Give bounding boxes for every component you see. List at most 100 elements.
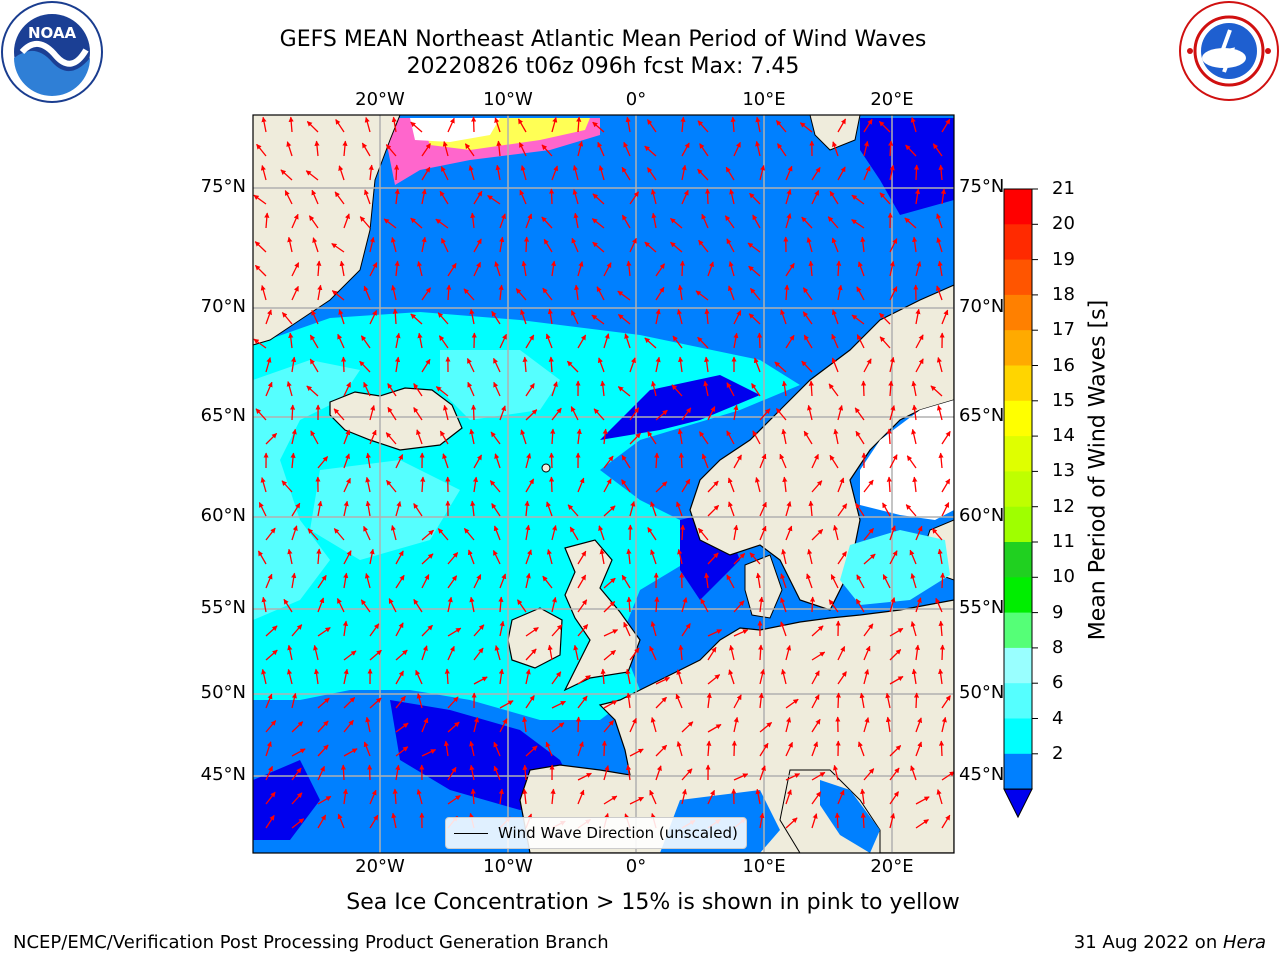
wind-wave-arrow <box>733 773 749 781</box>
wind-wave-arrow <box>603 455 614 469</box>
wind-wave-arrow <box>863 165 871 181</box>
wind-wave-arrow <box>520 429 527 445</box>
wind-wave-arrow <box>470 788 476 805</box>
wind-wave-arrow <box>265 791 276 805</box>
colorbar-segment <box>1004 330 1032 366</box>
wind-wave-arrow <box>598 525 605 541</box>
wind-wave-arrow <box>385 144 397 157</box>
wind-wave-arrow <box>889 597 896 613</box>
wind-wave-arrow <box>493 381 501 397</box>
wind-wave-arrow <box>289 404 296 421</box>
wind-wave-arrow <box>447 794 461 805</box>
wind-wave-arrow <box>291 572 297 589</box>
wind-wave-arrow <box>706 740 712 757</box>
wind-wave-arrow <box>889 791 900 805</box>
wind-wave-arrow <box>317 284 323 301</box>
wind-wave-arrow <box>551 524 558 541</box>
wind-wave-arrow <box>939 644 946 661</box>
wind-wave-arrow <box>310 430 319 445</box>
colorbar-segment <box>1004 224 1032 261</box>
wind-wave-arrow <box>421 624 433 637</box>
wind-wave-arrow <box>936 356 943 373</box>
colorbar-segment <box>1004 294 1032 331</box>
wind-wave-arrow <box>499 700 514 709</box>
wind-wave-arrow <box>733 600 745 613</box>
wind-wave-arrow <box>886 428 892 445</box>
wind-wave-arrow <box>603 262 612 277</box>
wind-wave-arrow <box>837 284 843 301</box>
wind-wave-arrow <box>515 288 527 301</box>
wind-wave-arrow <box>545 741 553 757</box>
wind-wave-arrow <box>446 284 452 301</box>
wind-wave-arrow <box>704 308 710 325</box>
lat-label-right: 65°N <box>959 405 1005 426</box>
wind-wave-arrow <box>625 764 632 781</box>
lon-label-bottom: 0° <box>625 856 647 877</box>
wind-wave-arrow <box>265 309 272 325</box>
wind-wave-arrow <box>361 142 371 157</box>
wind-wave-arrow <box>525 452 532 469</box>
wind-wave-arrow <box>755 116 761 133</box>
wind-wave-arrow <box>941 502 950 517</box>
wind-wave-arrow <box>780 621 787 637</box>
colorbar-segment <box>1004 542 1032 578</box>
wind-wave-arrow <box>305 170 319 181</box>
wind-wave-arrow <box>551 700 566 709</box>
wind-wave-arrow <box>811 625 824 637</box>
wind-wave-arrow <box>290 452 296 469</box>
wind-wave-arrow <box>447 117 455 133</box>
wind-wave-arrow <box>753 357 761 373</box>
wind-wave-arrow <box>914 644 920 661</box>
colorbar-segment <box>1004 647 1032 684</box>
colorbar <box>1003 188 1038 819</box>
wind-wave-arrow <box>416 693 423 709</box>
lat-label-right: 55°N <box>959 597 1005 618</box>
wind-wave-arrow <box>626 260 632 277</box>
wind-wave-arrow <box>811 670 820 685</box>
wind-wave-arrow <box>828 599 839 613</box>
wind-wave-arrow <box>733 141 741 157</box>
wind-wave-arrow <box>442 140 449 157</box>
wind-wave-arrow <box>442 453 449 469</box>
wind-wave-arrow <box>548 476 555 493</box>
wind-wave-arrow <box>726 430 735 445</box>
wind-wave-arrow <box>785 789 792 805</box>
wind-wave-arrow <box>837 118 847 133</box>
wind-wave-arrow <box>733 454 742 469</box>
wind-wave-arrow <box>547 308 553 325</box>
colorbar-segment <box>1004 365 1032 402</box>
wind-wave-arrow <box>265 432 278 445</box>
wind-wave-arrow <box>629 191 640 205</box>
wind-wave-arrow <box>473 676 488 685</box>
colorbar-tick-label: 20 <box>1052 213 1075 235</box>
wind-wave-arrow <box>343 381 351 397</box>
wind-wave-arrow <box>756 332 763 349</box>
wind-wave-arrow <box>286 668 293 685</box>
wind-wave-arrow <box>525 572 531 589</box>
wind-wave-arrow <box>261 668 267 685</box>
wind-wave-arrow <box>678 356 684 373</box>
wind-wave-arrow <box>365 476 371 493</box>
wind-wave-arrow <box>291 792 303 805</box>
wind-wave-arrow <box>655 409 668 421</box>
wind-wave-arrow <box>496 140 502 157</box>
wind-wave-arrow <box>644 241 657 253</box>
wind-wave-arrow <box>910 621 917 637</box>
wind-wave-arrow <box>621 454 631 469</box>
wind-wave-arrow <box>598 165 605 181</box>
wind-wave-arrow <box>522 716 528 733</box>
wind-wave-arrow <box>888 140 894 157</box>
wind-wave-arrow <box>727 477 735 493</box>
wind-wave-arrow <box>829 454 839 469</box>
noaa-logo-text: NOAA <box>28 24 77 42</box>
wind-wave-arrow <box>785 716 792 733</box>
wind-wave-arrow <box>654 596 660 613</box>
wind-wave-arrow <box>284 190 293 205</box>
wind-wave-arrow <box>625 668 631 685</box>
wind-wave-arrow <box>759 501 767 517</box>
wind-wave-arrow <box>468 165 475 181</box>
wind-wave-arrow <box>785 525 793 541</box>
wind-wave-arrow <box>317 697 330 709</box>
wind-wave-arrow <box>447 766 457 781</box>
wind-wave-arrow <box>748 313 761 325</box>
